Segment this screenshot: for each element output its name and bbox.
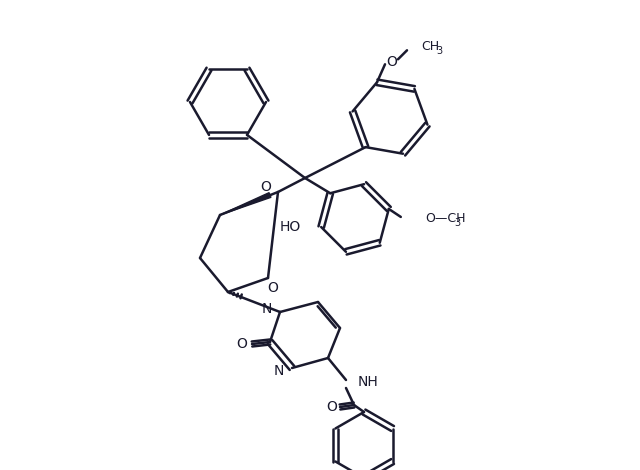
Text: O: O [260,180,271,194]
Text: O: O [237,337,248,351]
Text: O: O [268,281,278,295]
Text: HO: HO [280,220,301,234]
Polygon shape [220,193,271,215]
Text: O—CH: O—CH [425,212,465,226]
Text: O: O [326,400,337,414]
Text: N: N [262,302,272,316]
Text: N: N [274,364,284,378]
Text: CH: CH [421,40,439,53]
Text: 3: 3 [455,218,461,228]
Text: O: O [387,55,397,69]
Text: 3: 3 [436,46,442,56]
Text: NH: NH [358,375,379,389]
